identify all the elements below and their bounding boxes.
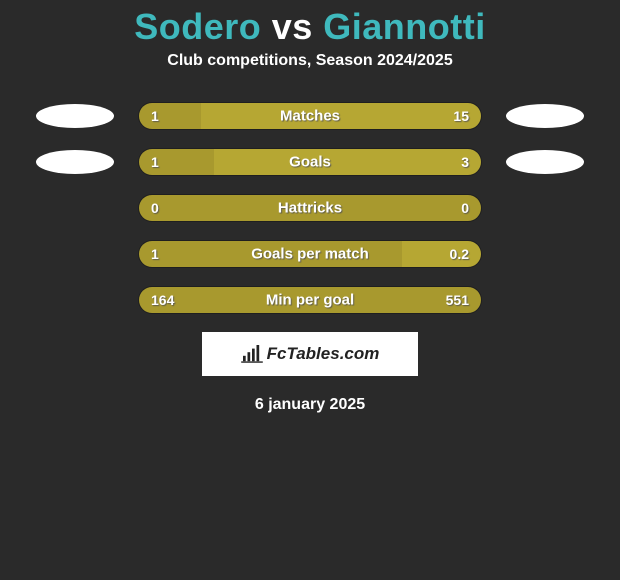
stat-row: 0 0 Hattricks: [0, 194, 620, 222]
stat-bar: 1 3 Goals: [138, 148, 482, 176]
title-player2: Giannotti: [323, 6, 485, 47]
stat-bar: 1 15 Matches: [138, 102, 482, 130]
stat-value-left: 1: [151, 154, 159, 170]
stat-value-right: 0.2: [450, 246, 469, 262]
stat-metric-label: Matches: [280, 108, 340, 125]
stat-bar: 0 0 Hattricks: [138, 194, 482, 222]
stat-value-right: 15: [453, 108, 469, 124]
stat-value-left: 1: [151, 246, 159, 262]
title-player1: Sodero: [134, 6, 261, 47]
stat-row: 1 0.2 Goals per match: [0, 240, 620, 268]
stat-bar: 164 551 Min per goal: [138, 286, 482, 314]
subtitle: Club competitions, Season 2024/2025: [0, 52, 620, 102]
left-icon-slot: [30, 150, 120, 174]
stat-value-left: 164: [151, 292, 174, 308]
team-ellipse-icon: [506, 150, 584, 174]
bar-chart-icon: [241, 345, 263, 363]
comparison-rows: 1 15 Matches 1 3 Goals 0 0 Hattricks 1 0.2 Goals pe…: [0, 102, 620, 314]
stat-metric-label: Goals: [289, 154, 331, 171]
stat-metric-label: Min per goal: [266, 292, 354, 309]
team-ellipse-icon: [36, 104, 114, 128]
date: 6 january 2025: [0, 396, 620, 414]
bar-segment-left: [139, 103, 201, 129]
stat-metric-label: Goals per match: [251, 246, 369, 263]
left-icon-slot: [30, 104, 120, 128]
logo-box: FcTables.com: [202, 332, 418, 376]
team-ellipse-icon: [506, 104, 584, 128]
stat-value-right: 551: [446, 292, 469, 308]
stat-bar: 1 0.2 Goals per match: [138, 240, 482, 268]
logo-text: FcTables.com: [267, 344, 380, 364]
right-icon-slot: [500, 150, 590, 174]
title-vs: vs: [261, 6, 323, 47]
bar-segment-right: [402, 241, 481, 267]
stat-value-left: 1: [151, 108, 159, 124]
stat-row: 1 3 Goals: [0, 148, 620, 176]
stat-metric-label: Hattricks: [278, 200, 342, 217]
right-icon-slot: [500, 104, 590, 128]
stat-row: 164 551 Min per goal: [0, 286, 620, 314]
bar-segment-right: [214, 149, 481, 175]
team-ellipse-icon: [36, 150, 114, 174]
stat-row: 1 15 Matches: [0, 102, 620, 130]
stat-value-right: 3: [461, 154, 469, 170]
stat-value-right: 0: [461, 200, 469, 216]
page-title: Sodero vs Giannotti: [0, 0, 620, 52]
stat-value-left: 0: [151, 200, 159, 216]
bar-segment-right: [201, 103, 481, 129]
